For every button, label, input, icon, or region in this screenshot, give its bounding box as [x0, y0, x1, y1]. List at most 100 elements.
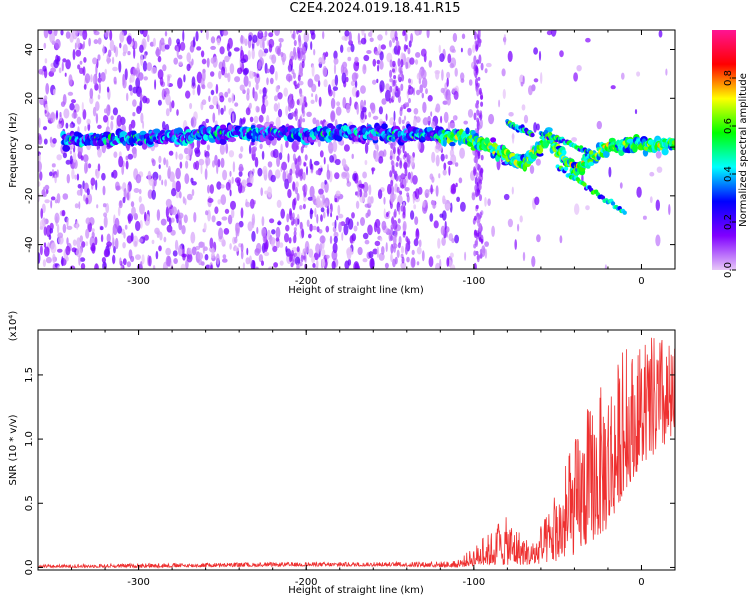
- spectrogram-cell: [49, 228, 54, 234]
- spectrogram-cell: [227, 124, 234, 131]
- spectrogram-cell: [426, 30, 430, 39]
- spectrogram-cell: [473, 112, 477, 121]
- spectrogram-cell: [333, 236, 338, 244]
- spectrogram-cell: [385, 113, 388, 121]
- spectrogram-cell: [256, 226, 259, 235]
- spectrogram-cell: [209, 104, 214, 110]
- spectrogram-cell: [50, 196, 56, 201]
- spectrogram-cell: [156, 231, 160, 238]
- spectrogram-cell: [92, 75, 96, 85]
- spectrogram-cell: [83, 57, 87, 63]
- spectrogram-cell: [530, 132, 535, 138]
- spectrogram-cell: [322, 30, 325, 40]
- spectrogram-cell: [117, 206, 121, 217]
- spectrogram-cell: [163, 236, 167, 243]
- spectrogram-cell: [318, 200, 324, 209]
- spectrogram-cell: [39, 245, 43, 256]
- spectrogram-cell: [158, 164, 161, 170]
- spectrogram-cell: [433, 220, 439, 229]
- spectrogram-cell: [294, 51, 297, 61]
- spectrogram-cell: [303, 96, 307, 103]
- spectrogram-cell: [254, 248, 260, 256]
- spectrogram-cell: [368, 251, 374, 259]
- spectrogram-cell: [322, 65, 328, 77]
- spectrogram-cell: [84, 162, 88, 174]
- snr-x-label: Height of straight line (km): [288, 585, 424, 596]
- spectrogram-cell: [215, 83, 219, 95]
- spectrogram-cell: [374, 240, 381, 247]
- spectrogram-cell: [395, 173, 399, 182]
- spectrogram-cell: [275, 85, 279, 93]
- x-tick-label: -100: [462, 276, 485, 287]
- spectrogram-cell: [291, 68, 295, 75]
- spectrogram-cell: [40, 208, 43, 219]
- spectrogram-cell: [128, 123, 132, 133]
- spectrogram-cell: [484, 68, 488, 74]
- spectrogram-cell: [292, 235, 296, 244]
- spectrogram-cell: [180, 263, 186, 269]
- spectrogram-cell: [372, 58, 377, 67]
- spectrogram-cell: [439, 213, 444, 218]
- x-tick-label: 0: [638, 577, 644, 588]
- spectrogram-cell: [392, 68, 395, 73]
- spectrogram-cell: [76, 173, 80, 181]
- spectrogram-cell: [135, 77, 141, 89]
- spectrogram-cell: [324, 179, 327, 185]
- spectrogram-cell: [326, 169, 331, 180]
- spectrogram-cell: [177, 54, 183, 60]
- spectrogram-cell: [393, 211, 397, 218]
- spectrogram-cell: [132, 149, 137, 159]
- spectrogram-cell: [95, 179, 98, 191]
- spectrogram-cell: [130, 90, 133, 96]
- spectrogram-cell: [175, 191, 180, 199]
- spectrogram-cell: [249, 173, 254, 186]
- spectrogram-cell: [112, 223, 118, 236]
- spectrogram-cell: [316, 214, 319, 224]
- spectrogram-cell: [397, 242, 401, 249]
- spectrogram-cell: [449, 62, 455, 69]
- spectrogram-cell: [201, 84, 206, 90]
- spectrogram-cell: [291, 216, 295, 226]
- spectrogram-cell: [407, 90, 411, 96]
- spectrogram-cell: [379, 80, 385, 92]
- spectrogram-cell: [284, 178, 289, 190]
- spectrogram-cell: [379, 51, 384, 61]
- spectrogram-cell: [354, 262, 359, 269]
- spectrogram-cell: [334, 172, 340, 180]
- spectrogram-cell: [365, 212, 369, 218]
- spectrogram-cell: [119, 257, 122, 265]
- y-tick-label: 0.5: [24, 495, 35, 511]
- spectrogram-cell: [378, 106, 383, 115]
- spectrogram-cell: [195, 30, 199, 42]
- spectrogram-cell: [106, 86, 110, 93]
- spectrogram-cell: [93, 30, 100, 36]
- spectrogram-cell: [314, 207, 317, 218]
- spectrogram-cell: [183, 214, 188, 224]
- spectrogram-cell: [342, 97, 347, 109]
- spectrogram-cell: [389, 155, 393, 161]
- spectrogram-cell: [147, 170, 152, 181]
- spectrogram-cell: [209, 237, 214, 249]
- spectrogram-cell: [66, 217, 69, 227]
- spectrogram-cell: [479, 118, 483, 129]
- spectrogram-cell: [312, 263, 316, 268]
- spectrogram-cell: [191, 76, 196, 87]
- spectrogram-cell: [279, 42, 282, 48]
- spectrogram-cell: [392, 37, 396, 43]
- spectrogram-cell: [234, 102, 239, 107]
- spectrogram-cell: [42, 126, 48, 131]
- spectrogram-cell: [356, 221, 359, 227]
- spectrogram-cell: [277, 102, 280, 110]
- spectrogram-cell: [285, 140, 289, 148]
- spectrogram-cell: [353, 60, 360, 72]
- spectrogram-cell: [330, 110, 336, 123]
- spectrogram-cell: [372, 115, 379, 120]
- spectrogram-cell: [267, 186, 272, 198]
- spectrogram-cell: [416, 246, 422, 255]
- spectrogram-cell: [158, 245, 162, 252]
- spectrogram-cell: [439, 53, 445, 63]
- spectrogram-cell: [341, 158, 347, 167]
- spectrogram-cell: [292, 153, 296, 162]
- spectrogram-cell: [43, 42, 47, 49]
- spectrogram-cell: [66, 225, 73, 230]
